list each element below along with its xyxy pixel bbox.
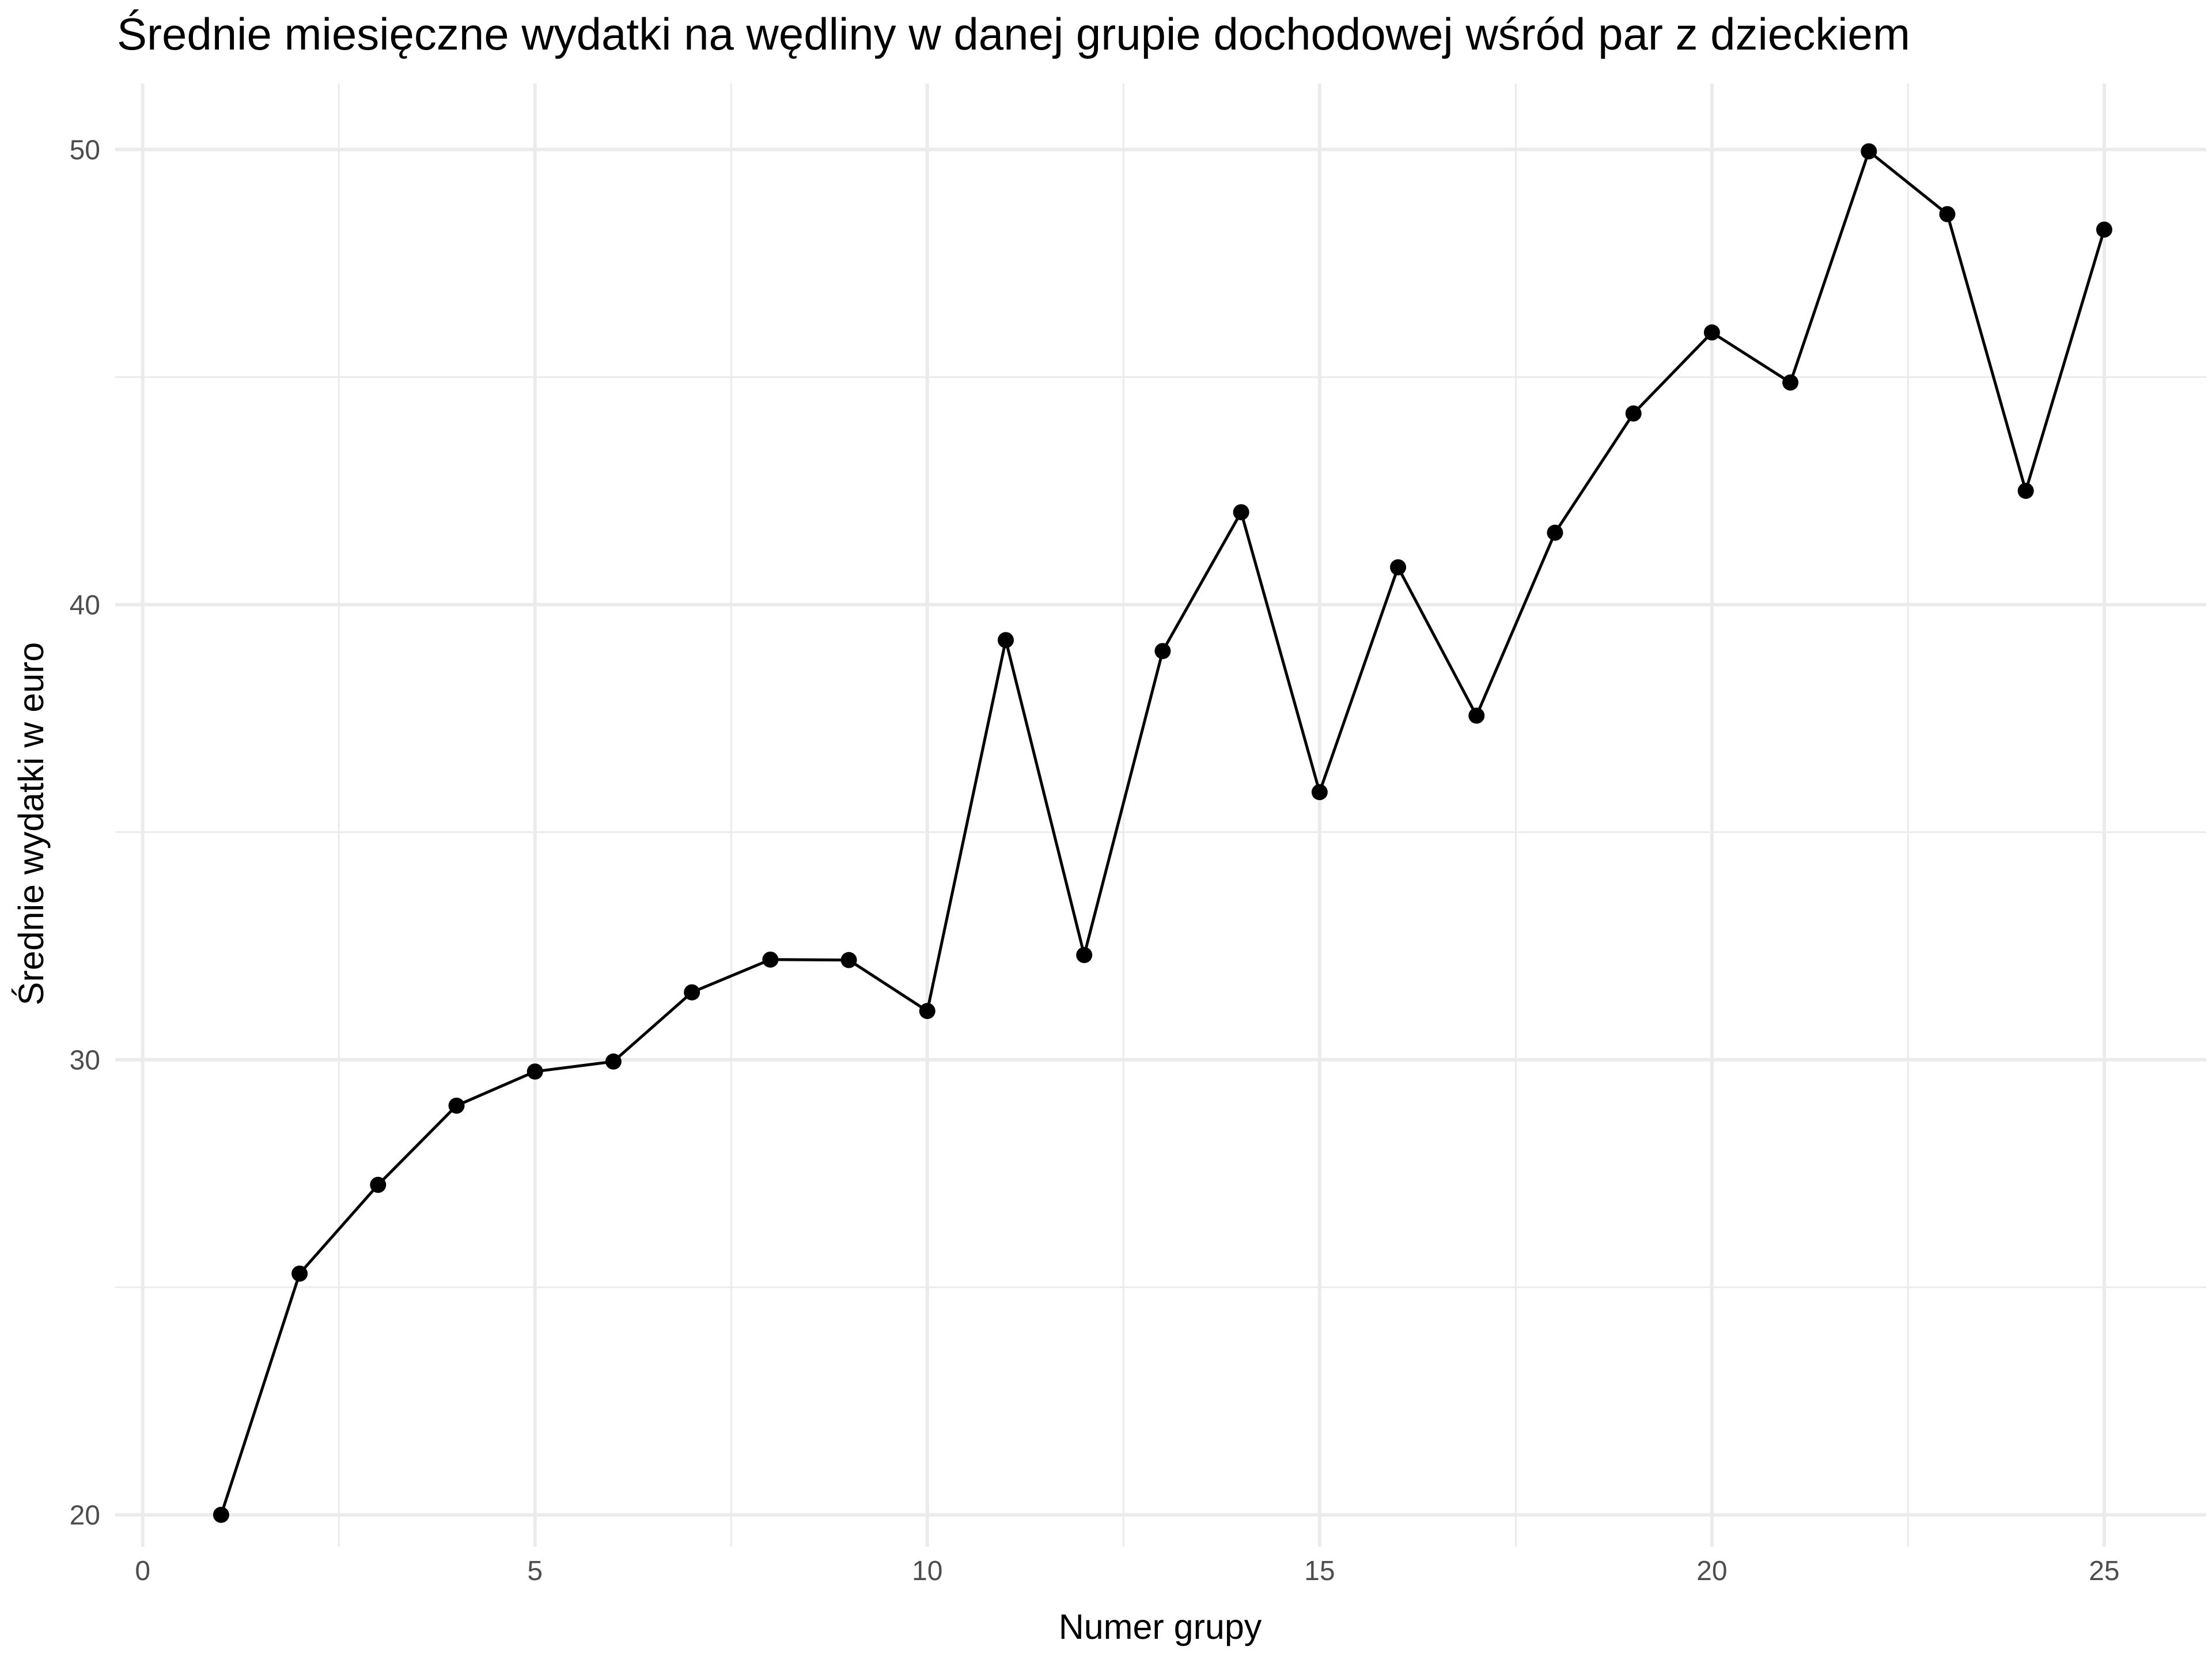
data-point: [997, 632, 1014, 649]
series-points-group: [213, 143, 2112, 1523]
data-point: [1233, 504, 1249, 521]
data-point: [1782, 374, 1799, 391]
x-tick-label: 15: [1304, 1556, 1335, 1586]
data-point: [1311, 784, 1328, 801]
chart-title: Średnie miesięczne wydatki na wędliny w …: [117, 9, 1910, 59]
series-line-group: [219, 150, 2106, 1516]
data-point: [840, 952, 857, 968]
y-tick-label: 40: [70, 590, 100, 621]
data-point: [527, 1063, 543, 1080]
series-line: [219, 150, 2106, 1516]
data-point: [684, 984, 700, 1001]
x-axis-ticks: 0 5 10 15 20 25: [135, 1556, 2119, 1586]
data-point: [605, 1053, 622, 1070]
data-point: [1625, 405, 1642, 422]
y-tick-label: 20: [70, 1501, 100, 1531]
x-tick-label: 0: [135, 1556, 150, 1586]
x-tick-label: 25: [2089, 1556, 2119, 1586]
y-axis-label: Średnie wydatki w euro: [12, 642, 51, 1006]
y-axis-ticks: 20 30 40 50: [70, 135, 100, 1531]
data-point: [370, 1176, 387, 1193]
major-gridlines: [115, 84, 2206, 1547]
data-point: [1861, 143, 1877, 160]
data-point: [2096, 221, 2112, 238]
data-point: [448, 1097, 465, 1114]
data-point: [1390, 559, 1407, 575]
y-tick-label: 30: [70, 1046, 100, 1076]
y-tick-label: 50: [70, 135, 100, 166]
data-point: [1547, 524, 1563, 541]
data-point: [762, 951, 779, 968]
data-point: [1154, 643, 1171, 660]
x-tick-label: 5: [527, 1556, 543, 1586]
x-tick-label: 20: [1696, 1556, 1727, 1586]
data-point: [1939, 206, 1956, 222]
data-point: [213, 1506, 229, 1523]
x-axis-label: Numer grupy: [1059, 1607, 1262, 1646]
data-point: [291, 1265, 308, 1282]
x-tick-label: 10: [912, 1556, 942, 1586]
data-point: [1076, 946, 1093, 963]
data-point: [919, 1003, 935, 1020]
minor-gridlines: [115, 84, 2206, 1547]
data-point: [1703, 324, 1720, 341]
data-point: [1468, 707, 1485, 724]
data-point: [2017, 483, 2034, 499]
